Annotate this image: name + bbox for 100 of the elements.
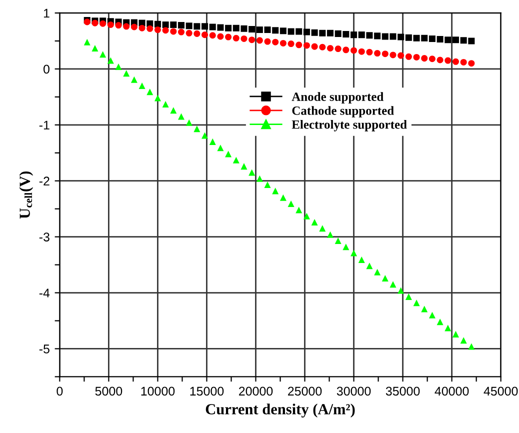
- point: [327, 231, 334, 238]
- y-tick-label: 0: [44, 64, 50, 74]
- point: [202, 32, 208, 38]
- point: [334, 30, 342, 37]
- point: [452, 58, 459, 65]
- y-tick-label: -4: [39, 288, 50, 298]
- point: [123, 70, 130, 77]
- point: [107, 57, 114, 64]
- point: [264, 26, 271, 34]
- point: [225, 34, 232, 40]
- point: [264, 182, 271, 188]
- y-tick-label: -3: [39, 232, 50, 242]
- point: [358, 48, 365, 55]
- point: [256, 37, 263, 44]
- point: [194, 23, 200, 30]
- point: [390, 281, 396, 288]
- point: [240, 25, 248, 32]
- point: [468, 38, 475, 44]
- point: [217, 144, 224, 152]
- point: [272, 27, 279, 34]
- point: [217, 33, 224, 40]
- point: [366, 32, 373, 39]
- point: [100, 20, 106, 27]
- point: [311, 43, 318, 50]
- point: [374, 32, 381, 40]
- point: [319, 30, 326, 36]
- point: [382, 33, 388, 40]
- point: [92, 44, 98, 52]
- point: [452, 330, 459, 338]
- point: [232, 34, 240, 42]
- point: [303, 212, 310, 220]
- x-tick-label: 5000: [95, 386, 122, 396]
- y-axis-title: U$_{cell}$(V): [19, 172, 34, 219]
- point: [162, 27, 169, 34]
- point: [460, 337, 467, 344]
- point: [382, 50, 388, 58]
- point: [366, 48, 373, 56]
- legend-label: Cathode supported: [292, 106, 394, 118]
- point: [327, 44, 334, 52]
- point: [225, 150, 232, 158]
- x-tick-label: 45000: [484, 386, 518, 396]
- point: [264, 38, 271, 45]
- point: [170, 107, 177, 114]
- point: [303, 42, 310, 49]
- point: [225, 24, 232, 32]
- point: [138, 82, 146, 89]
- y-tick-label: -5: [39, 344, 50, 354]
- point: [115, 22, 122, 29]
- x-tick-label: 40000: [434, 386, 469, 396]
- point: [358, 256, 365, 264]
- point: [366, 262, 373, 270]
- legend-label: Electrolyte supported: [292, 120, 407, 132]
- x-tick-label: 20000: [239, 386, 273, 396]
- point: [398, 34, 404, 40]
- point: [248, 36, 256, 44]
- point: [405, 293, 412, 300]
- point: [319, 44, 326, 50]
- point: [374, 268, 381, 276]
- x-axis-title: Current density (A/m²): [206, 404, 355, 418]
- point: [413, 300, 420, 306]
- point: [296, 206, 302, 214]
- point: [350, 32, 358, 38]
- point: [319, 225, 326, 232]
- y-tick-label: 1: [44, 8, 50, 18]
- point: [280, 40, 286, 46]
- point: [342, 46, 350, 54]
- point: [436, 318, 444, 326]
- point: [115, 63, 122, 70]
- point: [186, 30, 192, 36]
- point: [452, 36, 459, 44]
- point: [444, 36, 452, 44]
- point: [311, 219, 318, 226]
- point: [202, 132, 208, 139]
- x-tick-label: 30000: [336, 386, 371, 396]
- point: [130, 24, 138, 30]
- point: [240, 35, 248, 42]
- point: [468, 60, 475, 67]
- point: [288, 200, 294, 208]
- point: [272, 188, 279, 194]
- point: [240, 163, 248, 170]
- point: [398, 52, 404, 59]
- point: [130, 76, 138, 83]
- point: [256, 175, 263, 182]
- point: [421, 55, 428, 62]
- y-tick-label: -2: [39, 176, 50, 186]
- point: [162, 21, 169, 28]
- point: [460, 58, 467, 66]
- point: [390, 52, 396, 58]
- point: [146, 25, 154, 32]
- point: [202, 23, 208, 30]
- point: [154, 20, 161, 28]
- point: [436, 36, 444, 43]
- point: [280, 194, 286, 201]
- point: [217, 24, 224, 31]
- point: [428, 35, 436, 42]
- point: [209, 32, 216, 39]
- point: [413, 34, 420, 42]
- point: [421, 34, 428, 42]
- point: [248, 169, 256, 176]
- x-tick-label: 15000: [190, 386, 224, 396]
